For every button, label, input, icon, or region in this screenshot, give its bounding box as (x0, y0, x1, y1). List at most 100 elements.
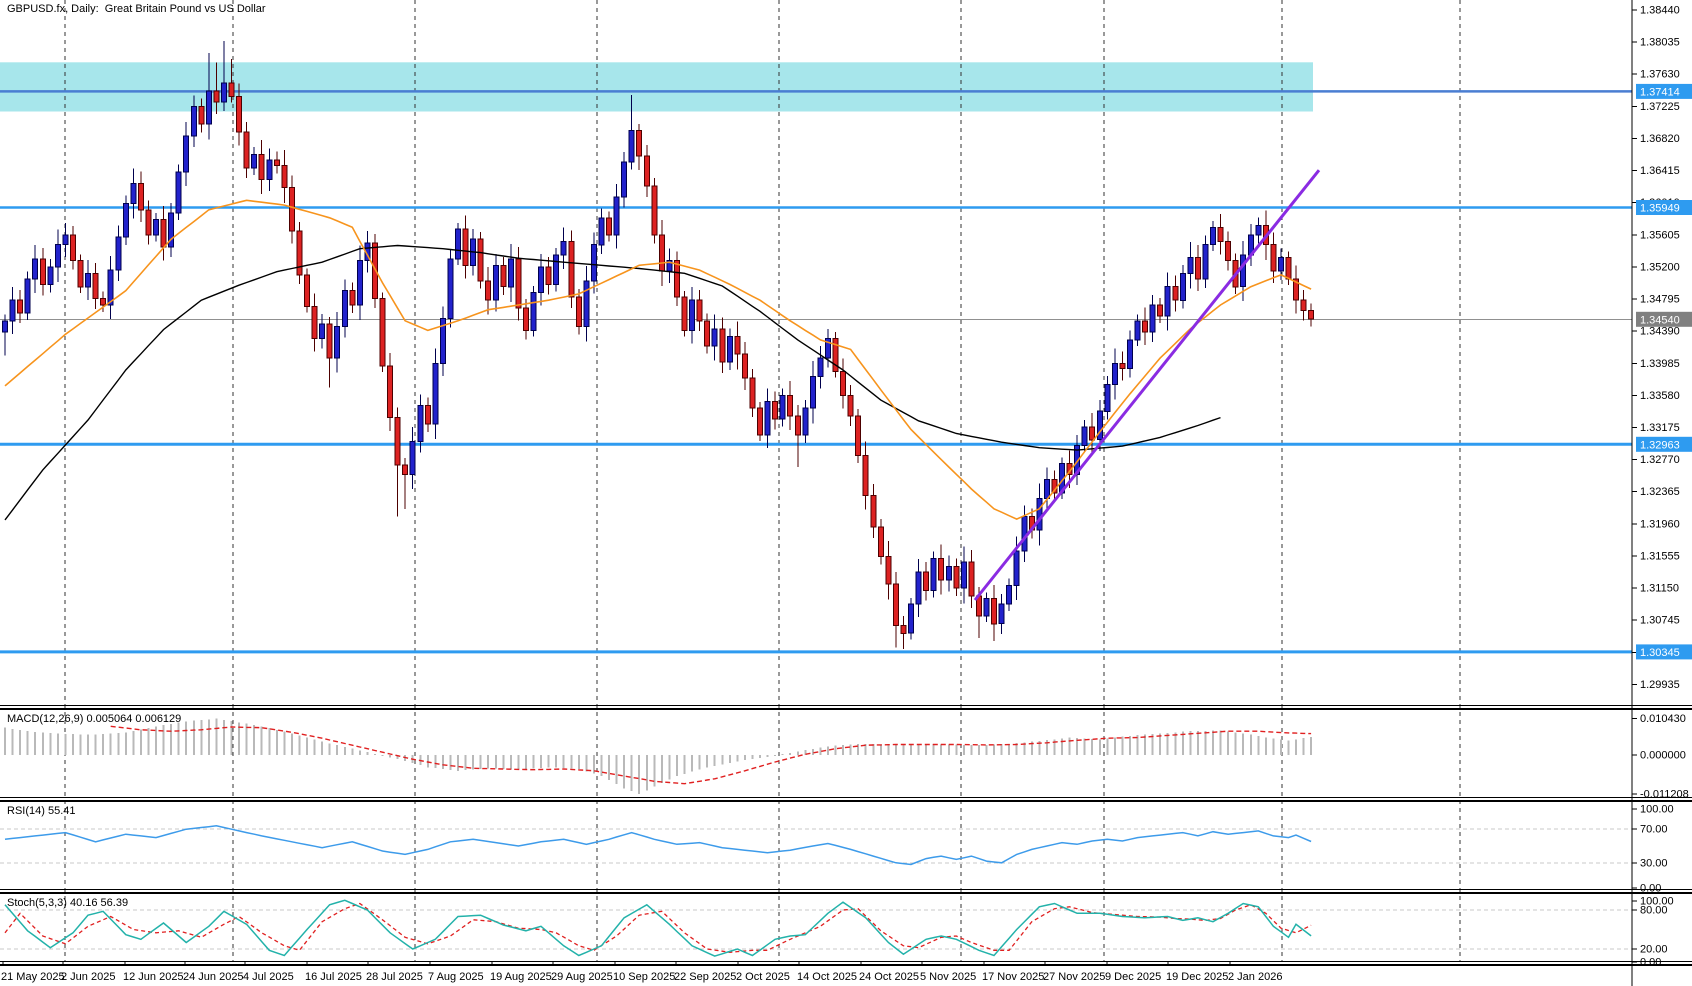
macd-histogram-bar (706, 755, 709, 768)
macd-histogram-bar (759, 755, 761, 758)
bear-candle-body (953, 566, 960, 589)
rsi-line (4, 825, 1312, 866)
macd-histogram-bar (162, 725, 165, 755)
macd-histogram-bar (562, 755, 565, 769)
bull-candle-body (251, 153, 258, 169)
price-axis-label: 1.38440 (1640, 5, 1680, 17)
macd-histogram-bar (910, 744, 912, 755)
supply-zone-rectangle[interactable] (0, 62, 1313, 112)
macd-histogram-bar (1159, 733, 1162, 755)
macd-histogram-bar (1129, 735, 1131, 756)
macd-histogram-bar (94, 734, 97, 755)
macd-histogram-bar (834, 745, 837, 755)
bull-candle-body (220, 82, 227, 103)
current-price-badge-background (1636, 311, 1692, 327)
macd-histogram-bar (1302, 738, 1305, 755)
bull-candle-body (341, 290, 348, 327)
price-axis-label: 1.29935 (1640, 679, 1680, 691)
panel-separator-main-macd (0, 708, 1692, 710)
macd-histogram-bar (19, 729, 22, 755)
macd-histogram-bar (1287, 740, 1290, 755)
bear-candle-body (228, 82, 235, 97)
bull-candle-body (711, 328, 718, 347)
bear-candle-body (877, 526, 884, 557)
macd-histogram-bar (675, 755, 678, 776)
macd-histogram-bar (940, 744, 943, 755)
macd-histogram-bar (592, 755, 595, 774)
stoch-percent-d-line (4, 902, 1312, 953)
bear-candle-body (545, 266, 552, 285)
macd-histogram-bar (155, 726, 157, 755)
macd-histogram-bar (441, 755, 444, 769)
macd-histogram-bar (985, 744, 988, 755)
time-axis-label: 21 May 2025 (1, 971, 65, 983)
bull-candle-body (2, 320, 8, 333)
macd-histogram-bar (1242, 733, 1245, 755)
time-axis-label: 22 Sep 2025 (674, 971, 736, 983)
bear-candle-body (991, 597, 997, 625)
sr-price-badge-background (1636, 644, 1692, 660)
bull-candle-body (560, 241, 567, 256)
macd-histogram-bar (132, 731, 135, 755)
macd-histogram-bar (1000, 744, 1003, 755)
bull-candle-body (1043, 478, 1050, 499)
macd-histogram-bar (925, 744, 928, 755)
bear-candle-body (787, 394, 794, 417)
macd-histogram-bar (993, 744, 995, 755)
bear-candle-body (1285, 256, 1292, 280)
bear-candle-body (70, 234, 76, 262)
bull-candle-body (1134, 320, 1141, 341)
bull-candle-body (409, 440, 416, 476)
bull-candle-body (613, 196, 620, 236)
bull-candle-body (538, 266, 544, 293)
bull-candle-body (205, 90, 212, 125)
price-axis-label: 1.36820 (1640, 133, 1680, 145)
bull-candle-body (945, 566, 952, 581)
bull-candle-body (115, 236, 122, 271)
current-price-badge: 1.34540 (1640, 314, 1680, 326)
ascending-trendline[interactable] (973, 169, 1321, 601)
bear-candle-body (485, 280, 492, 301)
panel-separator-main-macd[interactable] (0, 705, 1692, 706)
bear-candle-body (606, 217, 612, 236)
macd-histogram-bar (87, 734, 89, 755)
macd-histogram-bar (245, 723, 248, 755)
bull-candle-body (908, 603, 914, 634)
macd-histogram-bar (811, 748, 814, 755)
panel-separator-rsi-stoch[interactable] (0, 889, 1692, 890)
bull-candle-body (439, 318, 446, 365)
sr-price-badge: 1.30345 (1640, 647, 1680, 659)
macd-histogram-bar (774, 755, 777, 756)
macd-histogram-bar (1045, 740, 1048, 755)
bull-candle-body (779, 394, 786, 420)
macd-histogram-bar (713, 755, 716, 766)
macd-histogram-bar (887, 744, 890, 755)
macd-axis-label: 0.000000 (1640, 750, 1686, 762)
macd-histogram-bar (894, 744, 897, 755)
bear-candle-body (198, 106, 205, 125)
macd-histogram-bar (1113, 737, 1116, 755)
bull-candle-body (621, 161, 628, 198)
panel-separator-macd-rsi[interactable] (0, 797, 1692, 798)
bull-candle-body (553, 254, 560, 285)
bull-candle-body (1187, 256, 1194, 274)
bull-candle-body (983, 597, 990, 617)
macd-histogram-bar (222, 719, 225, 755)
bull-candle-body (1006, 585, 1013, 605)
bear-candle-body (1217, 226, 1224, 243)
macd-histogram-bar (1166, 732, 1169, 755)
panel-separator-stoch-axis[interactable] (0, 961, 1692, 962)
macd-histogram-bar (41, 732, 44, 755)
macd-histogram-bar (645, 755, 648, 791)
bear-candle-body (568, 241, 575, 298)
bear-candle-body (696, 299, 703, 322)
macd-histogram-bar (691, 755, 693, 772)
macd-histogram-bar (600, 755, 603, 776)
macd-histogram-bar (766, 755, 769, 757)
bear-candle-body (160, 218, 167, 248)
macd-histogram-bar (389, 755, 392, 758)
macd-histogram-bar (328, 743, 331, 755)
bull-candle-body (356, 260, 363, 306)
bear-candle-body (636, 130, 643, 157)
